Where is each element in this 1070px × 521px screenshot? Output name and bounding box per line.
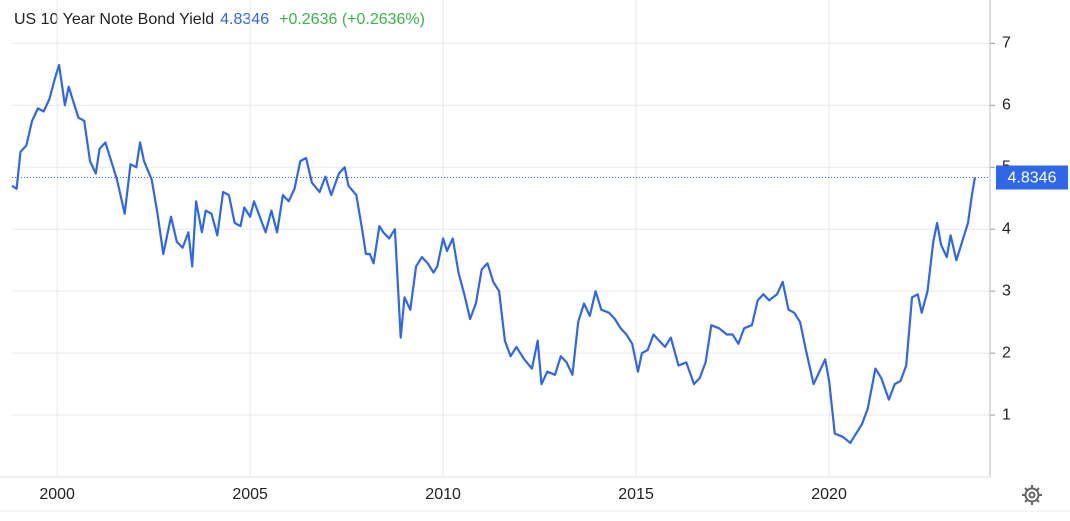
x-tick-label: 2010 (425, 486, 461, 503)
header-change: +0.2636 (+0.2636%) (279, 11, 425, 28)
chart-title: US 10 Year Note Bond Yield (14, 11, 214, 28)
x-tick-label: 2000 (39, 486, 75, 503)
y-tick-label: 6 (1002, 97, 1011, 114)
y-tick-label: 2 (1002, 344, 1011, 361)
x-tick-label: 2015 (618, 486, 654, 503)
settings-icon[interactable] (1022, 485, 1042, 505)
current-value-box (996, 165, 1068, 190)
y-tick-label: 4 (1002, 220, 1011, 237)
y-tick-label: 3 (1002, 282, 1011, 299)
x-tick-label: 2005 (232, 486, 268, 503)
y-tick-label: 1 (1002, 406, 1011, 423)
x-tick-label: 2020 (811, 486, 847, 503)
current-value-label: 4.8346 (1008, 170, 1057, 187)
header-value: 4.8346 (220, 11, 269, 28)
line-series (11, 63, 976, 444)
y-tick-label: 7 (1002, 35, 1011, 52)
